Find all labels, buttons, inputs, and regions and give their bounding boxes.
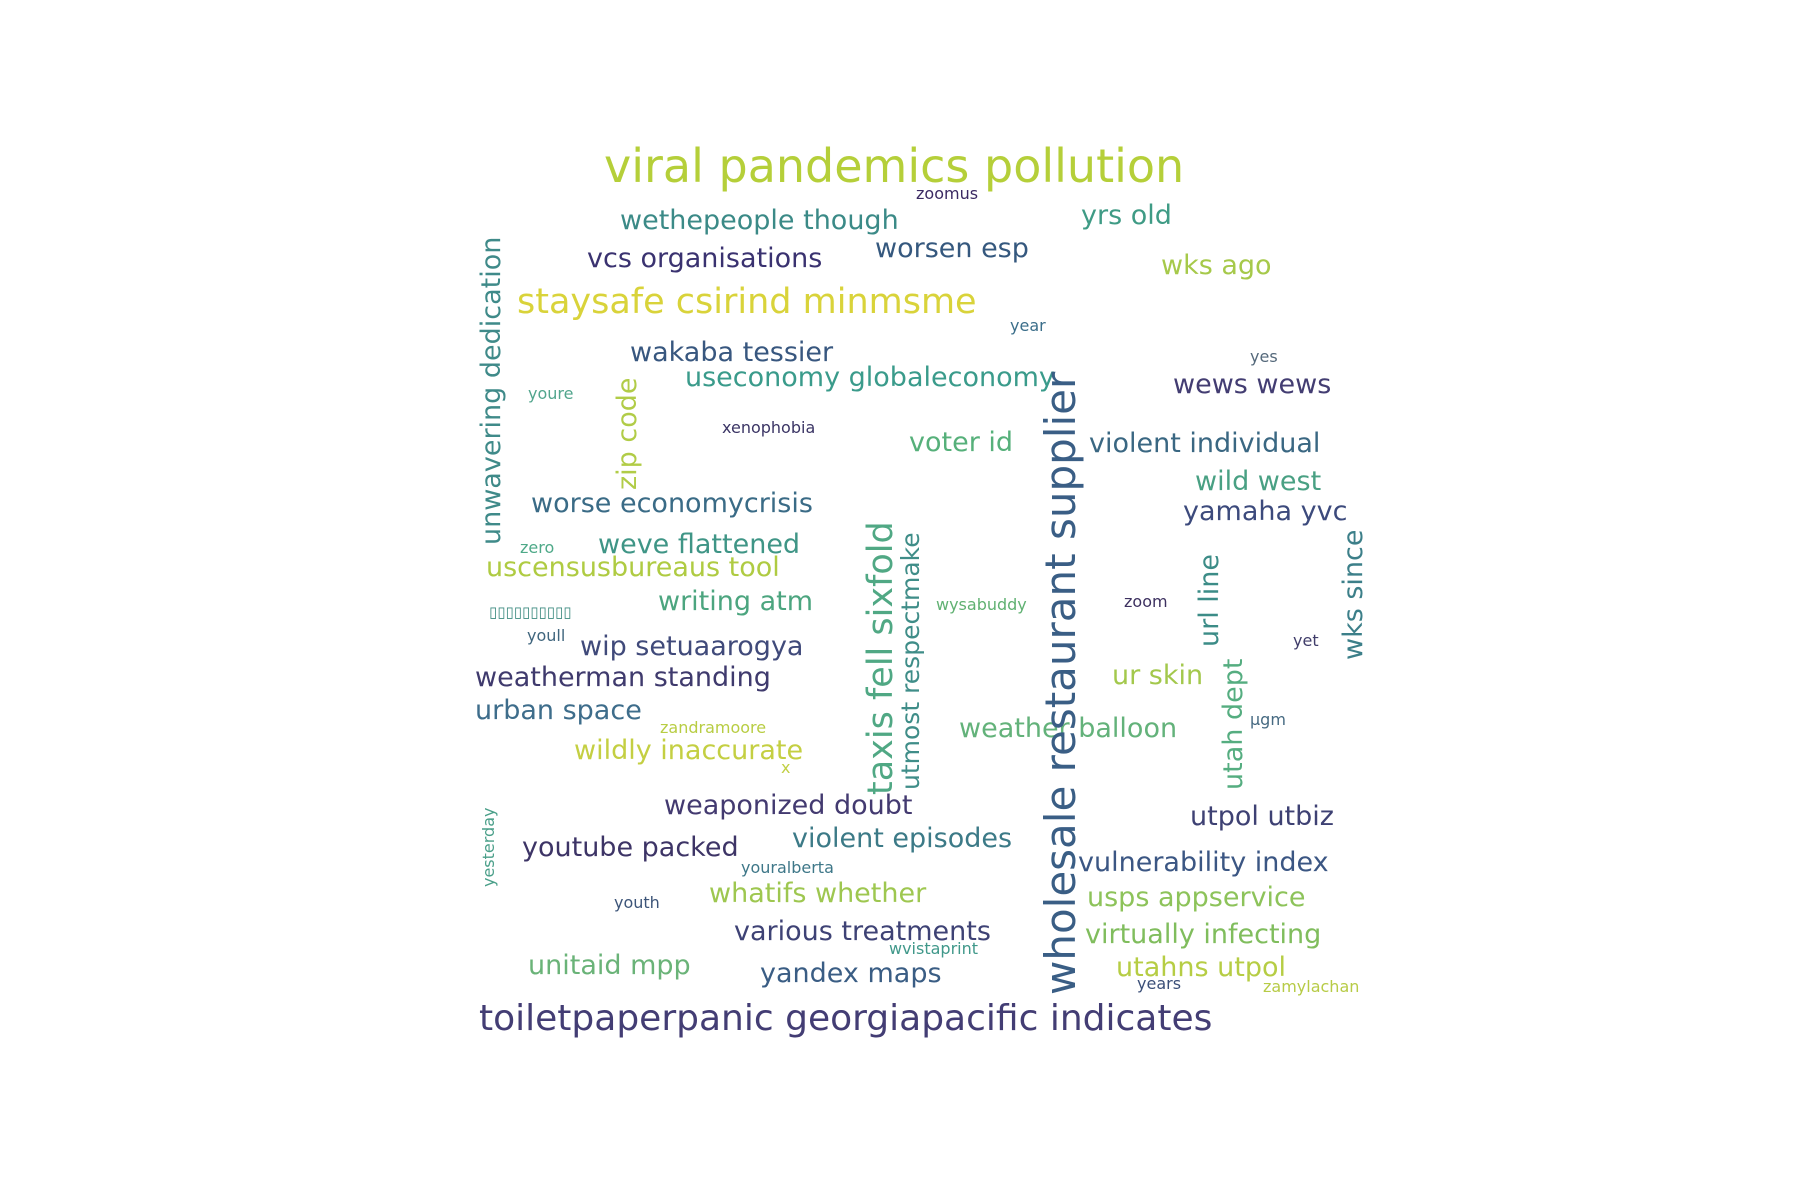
word-youralberta: youralberta <box>741 858 834 877</box>
word-wysabuddy: wysabuddy <box>936 595 1027 614</box>
word-unwavering-dedication: unwavering dedication <box>476 236 507 545</box>
word-wews-wews: wews wews <box>1173 369 1332 400</box>
word-yet: yet <box>1293 631 1319 650</box>
word-wvistaprint: wvistaprint <box>889 939 979 958</box>
word-utpol-utbiz: utpol utbiz <box>1190 801 1334 832</box>
word-zandramoore: zandramoore <box>660 718 767 737</box>
word-wild-west: wild west <box>1195 466 1322 497</box>
word-usps-appservice: usps appservice <box>1087 882 1306 913</box>
word-youll: youll <box>527 626 566 645</box>
word-weaponized-doubt: weaponized doubt <box>664 790 913 821</box>
word-wks-ago: wks ago <box>1161 250 1272 281</box>
word-whatifs-whether: whatifs whether <box>709 878 927 909</box>
word-youtube-packed: youtube packed <box>522 832 739 863</box>
word-x: x <box>781 758 791 777</box>
word-worsen-esp: worsen esp <box>875 233 1029 264</box>
word-zip-code: zip code <box>612 377 643 490</box>
word-vcs-organisations: vcs organisations <box>587 243 823 274</box>
word-yandex-maps: yandex maps <box>760 958 942 989</box>
word-youth: youth <box>614 893 660 912</box>
word-utahns-utpol: utahns utpol <box>1116 952 1286 983</box>
word-vulnerability-index: vulnerability index <box>1078 847 1329 878</box>
word-various-treatments: various treatments <box>734 916 991 947</box>
word-zero: zero <box>520 538 555 557</box>
word-wks-since: wks since <box>1338 529 1369 660</box>
word-wethepeople-though: wethepeople though <box>620 205 899 236</box>
word-weve-flattened: weve flattened <box>598 529 801 560</box>
word-wakaba-tessier: wakaba tessier <box>630 337 834 368</box>
word-yrs-old: yrs old <box>1081 200 1172 231</box>
word-youre: youre <box>528 384 574 403</box>
word-utah-dept: utah dept <box>1218 658 1249 790</box>
word-uscensusbureaus-tool: uscensusbureaus tool <box>486 552 780 583</box>
word-xenophobia: xenophobia <box>722 418 816 437</box>
word-wip-setuaarogya: wip setuaarogya <box>580 631 804 662</box>
word-useconomy-globaleconomy: useconomy globaleconomy <box>685 362 1055 393</box>
word-wholesale-restaurant-supplier: wholesale restaurant supplier <box>1036 371 1085 995</box>
word-staysafe-csirind-minmsme: staysafe csirind minmsme <box>517 282 977 322</box>
word-yesterday: yesterday <box>479 807 498 888</box>
word-violent-episodes: violent episodes <box>792 823 1013 854</box>
word-years: years <box>1137 974 1182 993</box>
word-taxis-fell-sixfold: taxis fell sixfold <box>861 521 901 795</box>
word-zoomus: zoomus <box>916 184 979 203</box>
word-wildly-inaccurate: wildly inaccurate <box>574 735 804 766</box>
word-nonlatin-placeholder: ▯▯▯▯▯▯▯▯▯▯ <box>489 603 572 621</box>
word-url-line: url line <box>1194 553 1225 647</box>
word-weather-balloon: weather balloon <box>959 713 1178 744</box>
word-toiletpaperpanic-georgiapacific-indicates: toiletpaperpanic georgiapacific indicate… <box>479 998 1213 1039</box>
word-yes: yes <box>1250 347 1278 366</box>
word-year: year <box>1010 316 1046 335</box>
word-zoom: zoom <box>1124 592 1168 611</box>
word-worse-economycrisis: worse economycrisis <box>531 488 813 519</box>
word-violent-individual: violent individual <box>1089 428 1321 459</box>
word-mugm: µgm <box>1250 710 1286 729</box>
word-urban-space: urban space <box>475 695 642 726</box>
word-writing-atm: writing atm <box>658 586 814 617</box>
word-viral-pandemics-pollution: viral pandemics pollution <box>604 139 1185 193</box>
word-zamylachan: zamylachan <box>1263 977 1360 996</box>
word-virtually-infecting: virtually infecting <box>1085 919 1322 950</box>
word-ur-skin: ur skin <box>1112 660 1204 691</box>
word-yamaha-yvc: yamaha yvc <box>1183 496 1348 527</box>
word-unitaid-mpp: unitaid mpp <box>528 950 691 981</box>
word-utmost-respectmake: utmost respectmake <box>896 532 925 790</box>
word-voter-id: voter id <box>909 427 1014 458</box>
word-weatherman-standing: weatherman standing <box>475 662 771 693</box>
